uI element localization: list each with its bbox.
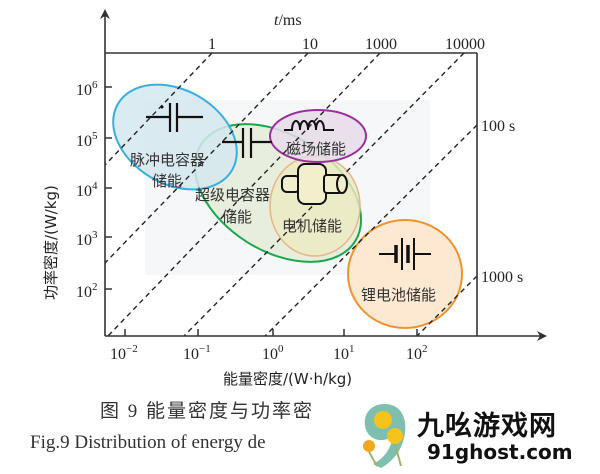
svg-text:106: 106 — [76, 79, 98, 99]
svg-text:储能: 储能 — [222, 209, 252, 226]
svg-text:10: 10 — [302, 36, 318, 53]
tc-line-100s — [264, 124, 478, 337]
svg-text:105: 105 — [76, 130, 98, 150]
svg-text:10000: 10000 — [445, 36, 485, 53]
svg-text:101: 101 — [333, 343, 355, 363]
svg-text:1: 1 — [208, 36, 216, 53]
y-axis-title: 功率密度/(W/kg) — [42, 185, 60, 300]
svg-text:102: 102 — [406, 343, 428, 363]
watermark-logo: 九吆游戏网 91ghost.com — [355, 400, 595, 470]
capacitor-icon — [146, 103, 203, 132]
tc-line-1ms — [104, 52, 213, 166]
svg-text:t/ms: t/ms — [274, 12, 302, 29]
x-tick-labels: 10−2 10−1 100 101 102 — [110, 343, 428, 363]
svg-text:超级电容器: 超级电容器 — [195, 187, 270, 204]
watermark-url: 91ghost.com — [427, 440, 573, 464]
svg-text:102: 102 — [76, 281, 98, 301]
tc-line-1000ms — [107, 52, 381, 337]
region-li-battery — [347, 219, 463, 329]
tc-line-10ms — [104, 52, 309, 264]
figure-caption-en: Fig.9 Distribution of energy de — [30, 432, 266, 453]
svg-text:电机储能: 电机储能 — [282, 218, 342, 235]
svg-text:104: 104 — [76, 180, 98, 200]
svg-text:100: 100 — [262, 343, 284, 363]
time-labels: t/ms 1 10 1000 10000 100 s 1000 s — [208, 12, 523, 286]
battery-icon — [379, 238, 431, 270]
y-tick-labels: 106 105 104 103 102 — [76, 79, 98, 301]
x-ticks — [124, 329, 418, 336]
figure-caption-cn: 图 9 能量密度与功率密 — [100, 401, 315, 422]
svg-text:10−1: 10−1 — [183, 343, 211, 363]
svg-text:脉冲电容器: 脉冲电容器 — [130, 152, 205, 169]
axes — [100, 9, 547, 341]
x-axis-title: 能量密度/(W·h/kg) — [223, 370, 352, 388]
svg-text:储能: 储能 — [152, 173, 182, 190]
svg-text:1000: 1000 — [365, 36, 397, 53]
region-pulse-capacitor — [112, 83, 238, 191]
svg-text:10−2: 10−2 — [110, 343, 138, 363]
y-ticks — [105, 86, 112, 290]
watermark-name: 九吆游戏网 — [417, 411, 557, 442]
capacitor-icon-supercap — [222, 128, 272, 158]
flywheel-motor-icon — [281, 163, 348, 205]
region-labels: 脉冲电容器 储能 超级电容器 储能 磁场储能 电机储能 锂电池储能 — [130, 141, 436, 304]
flower-badge-icon — [363, 404, 406, 468]
inductor-coil-icon — [284, 120, 334, 131]
svg-text:锂电池储能: 锂电池储能 — [361, 287, 436, 304]
svg-text:磁场储能: 磁场储能 — [286, 141, 346, 158]
svg-text:103: 103 — [76, 229, 98, 249]
svg-text:1000 s: 1000 s — [481, 269, 523, 286]
svg-text:100 s: 100 s — [481, 118, 515, 135]
